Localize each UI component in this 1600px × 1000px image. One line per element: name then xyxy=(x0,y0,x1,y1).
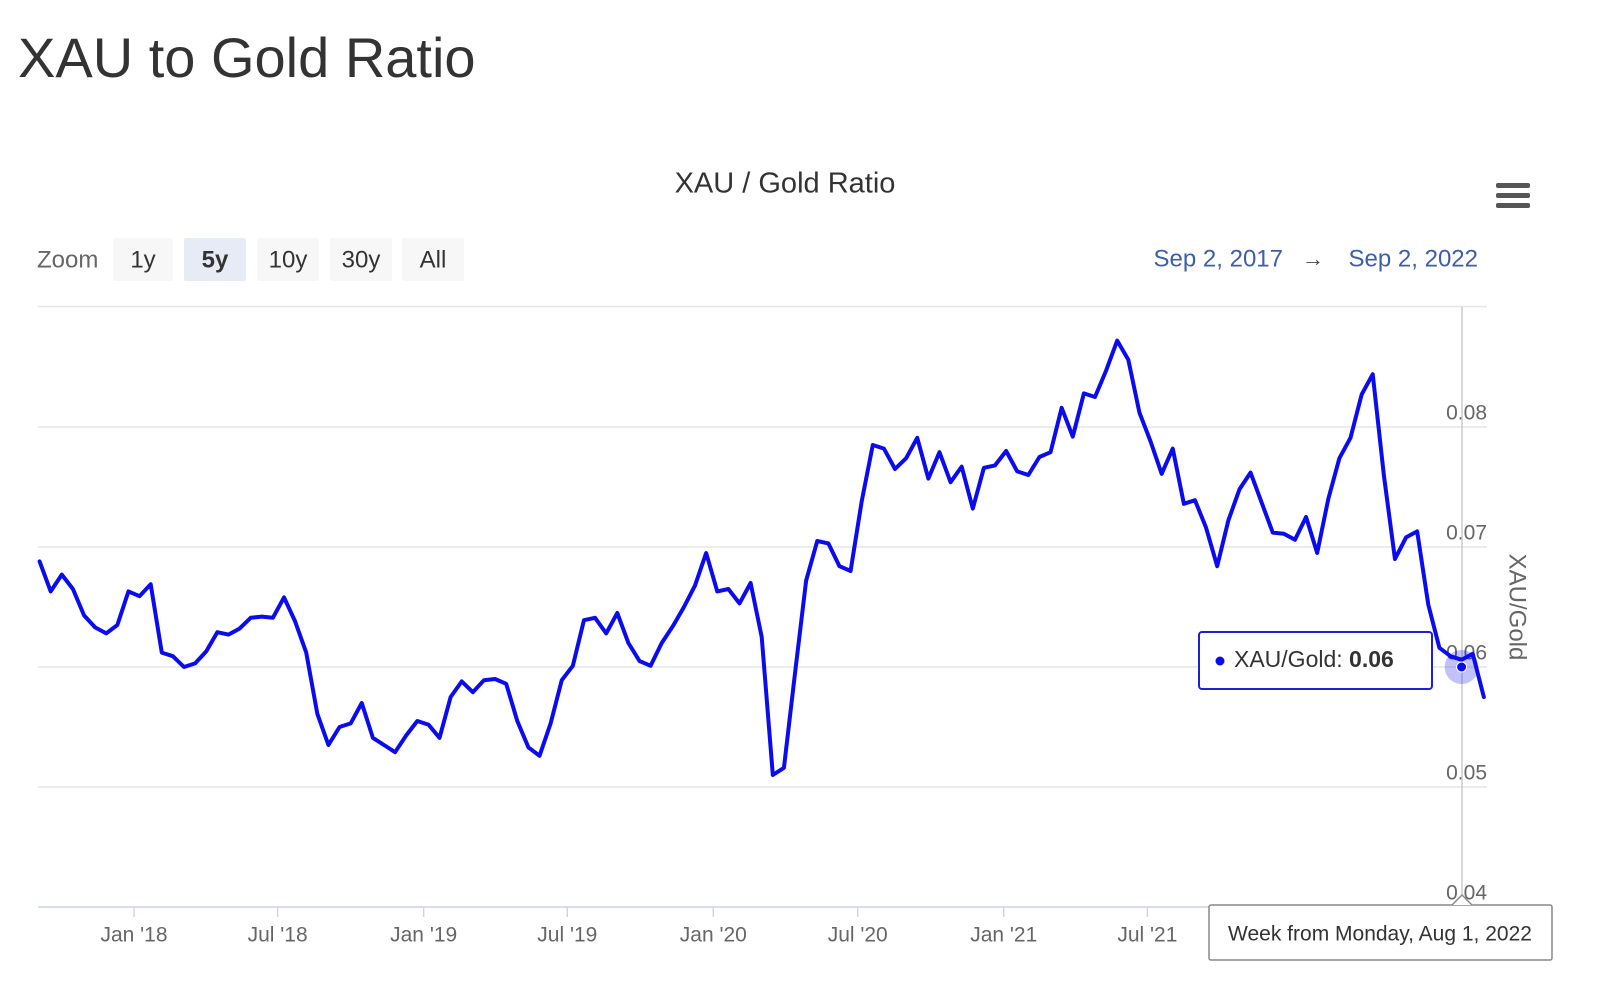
range-to[interactable]: Sep 2, 2022 xyxy=(1349,245,1478,272)
tooltip: XAU/Gold: 0.06 xyxy=(1198,631,1433,690)
zoom-button-bg xyxy=(113,238,173,281)
zoom-button-bg xyxy=(257,238,319,281)
tooltip-bullet xyxy=(1215,656,1225,666)
x-tick-label: Jan '20 xyxy=(680,924,747,947)
zoom-button-label: 5y xyxy=(202,246,229,273)
menu-icon[interactable] xyxy=(1496,183,1530,208)
x-tick-label: Jan '18 xyxy=(100,924,167,947)
zoom-button-bg xyxy=(184,238,246,281)
y-tick-label: 0.07 xyxy=(1446,522,1487,545)
zoom-button[interactable]: All xyxy=(402,238,464,281)
hover-point xyxy=(1456,661,1468,673)
range-separator: → xyxy=(1302,246,1324,271)
y-tick-label: 0.05 xyxy=(1446,762,1487,785)
zoom-button[interactable]: 10y xyxy=(257,238,319,281)
x-tick-label: Jul '18 xyxy=(248,924,308,947)
menu-bar xyxy=(1496,183,1530,188)
y-axis-title: XAU/Gold xyxy=(1504,554,1531,661)
tooltip-box xyxy=(1198,631,1433,690)
y-tick-label: 0.04 xyxy=(1446,882,1487,905)
date-tooltip-box xyxy=(1208,904,1553,961)
menu-bar xyxy=(1496,193,1530,198)
tooltip-text: XAU/Gold: 0.06 xyxy=(1234,646,1394,672)
zoom-button-bg xyxy=(330,238,392,281)
zoom-button[interactable]: 30y xyxy=(330,238,392,281)
range-from[interactable]: Sep 2, 2017 xyxy=(1154,245,1283,272)
zoom-button-label: 10y xyxy=(269,246,308,273)
zoom-button-bg xyxy=(402,238,464,281)
tooltip-value: 0.06 xyxy=(1349,646,1394,672)
zoom-button-label: 1y xyxy=(130,246,155,273)
y-tick-label: 0.08 xyxy=(1446,402,1487,425)
plot xyxy=(37,338,1486,777)
x-tick-label: Jul '21 xyxy=(1117,924,1177,947)
zoom-button[interactable]: 5y xyxy=(184,238,246,281)
zoom-button-label: All xyxy=(420,246,447,273)
tooltip-label: XAU/Gold: xyxy=(1234,646,1343,672)
chart-title: XAU / Gold Ratio xyxy=(675,168,896,200)
zoom-label: Zoom xyxy=(37,246,98,273)
x-tick-label: Jul '19 xyxy=(537,924,597,947)
zoom-button[interactable]: 1y xyxy=(113,238,173,281)
x-tick-label: Jan '21 xyxy=(970,924,1037,947)
date-tooltip-pointer xyxy=(1451,893,1473,906)
date-tooltip-text: Week from Monday, Aug 1, 2022 xyxy=(1228,923,1532,946)
x-tick-label: Jan '19 xyxy=(390,924,457,947)
date-tooltip: Week from Monday, Aug 1, 2022 xyxy=(1208,893,1553,961)
menu-bar xyxy=(1496,203,1530,208)
zoom-button-label: 30y xyxy=(342,246,381,273)
page-title: XAU to Gold Ratio xyxy=(18,26,476,89)
series-line xyxy=(37,338,1486,777)
zoom-buttons: 1y 5y 10y 30y All xyxy=(113,238,464,281)
x-tick-label: Jul '20 xyxy=(828,924,888,947)
